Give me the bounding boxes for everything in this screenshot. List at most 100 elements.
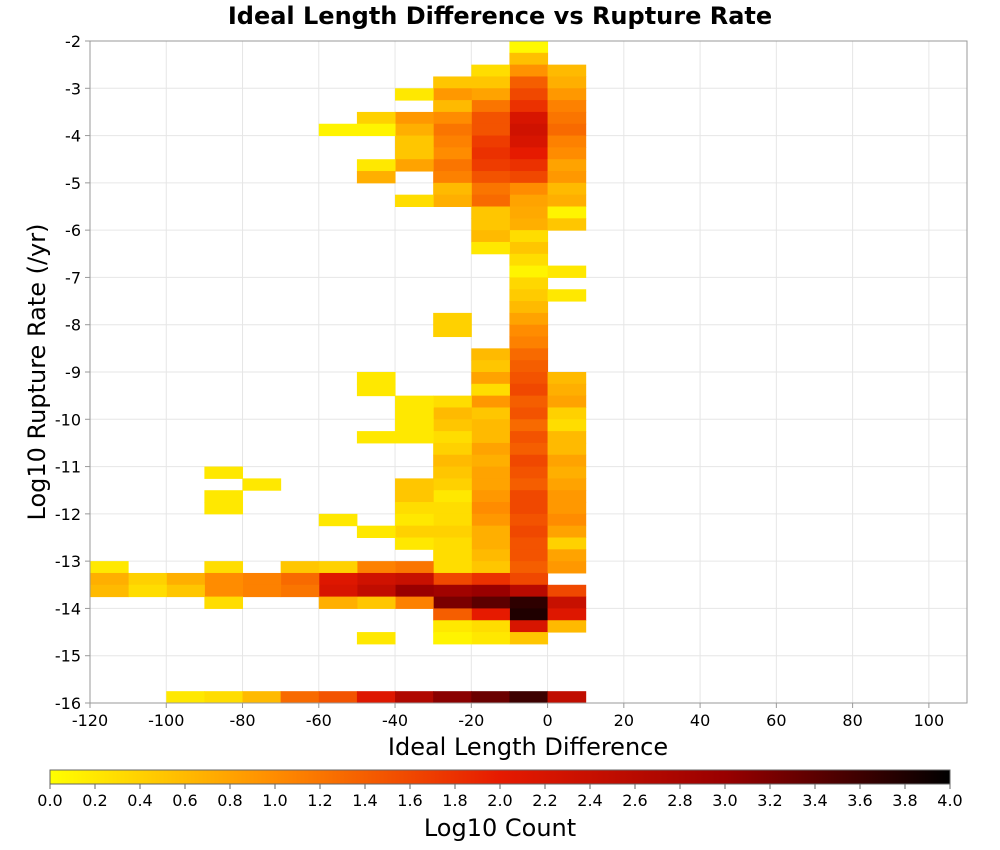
heatmap-cell [395, 691, 434, 704]
heatmap-cell [471, 419, 510, 432]
heatmap-cell [204, 691, 244, 704]
heatmap-cell [166, 691, 205, 704]
heatmap-cell [395, 584, 434, 598]
heatmap-cell [547, 135, 587, 148]
heatmap-cell [204, 490, 244, 503]
heatmap-cell [509, 466, 549, 479]
heatmap-cell [471, 241, 510, 255]
heatmap-cell [395, 147, 434, 160]
heatmap-cell [395, 561, 434, 574]
y-tick-label: -2 [65, 32, 81, 51]
heatmap-cell [433, 561, 472, 574]
heatmap-cell [471, 513, 510, 527]
heatmap-cell [547, 490, 587, 503]
heatmap-cell [204, 502, 244, 515]
heatmap-cell [204, 584, 244, 598]
heatmap-cell [509, 265, 549, 278]
heatmap-cell [509, 111, 549, 125]
heatmap-cell [547, 182, 587, 196]
heatmap-cell [509, 620, 549, 633]
heatmap-cell [395, 513, 434, 527]
heatmap-cell [509, 513, 549, 527]
heatmap-cell [471, 206, 510, 219]
x-tick-label: 60 [766, 711, 786, 730]
colorbar-tick-label: 4.0 [937, 791, 962, 810]
colorbar-tick-label: 0.0 [37, 791, 62, 810]
heatmap-cell [547, 478, 587, 491]
heatmap-cell [318, 691, 358, 704]
heatmap-cell [356, 372, 396, 385]
heatmap-cell [547, 194, 587, 207]
heatmap-cell [509, 76, 549, 89]
heatmap-cell [471, 360, 510, 373]
heatmap-cell [471, 348, 510, 361]
y-tick-label: -12 [55, 505, 81, 524]
heatmap-cell [356, 596, 396, 609]
heatmap-cell [433, 584, 472, 598]
heatmap-cell [509, 691, 549, 704]
heatmap-cell [433, 466, 472, 479]
colorbar-tick-label: 3.4 [802, 791, 827, 810]
heatmap-cell [471, 147, 510, 160]
heatmap-cell [395, 490, 434, 503]
chart-title: Ideal Length Difference vs Rupture Rate [228, 2, 772, 30]
colorbar-tick-label: 1.0 [262, 791, 287, 810]
heatmap-cell [433, 454, 472, 468]
heatmap-cell [280, 584, 320, 598]
heatmap-cell [471, 632, 510, 645]
heatmap-cell [509, 206, 549, 219]
x-axis-label: Ideal Length Difference [388, 733, 668, 761]
heatmap-cell [547, 584, 587, 598]
heatmap-cell [471, 76, 510, 89]
heatmap-cell [318, 561, 358, 574]
heatmap-cell [509, 407, 549, 420]
heatmap-cell [395, 525, 434, 538]
heatmap-cell [242, 584, 282, 598]
heatmap-cell [90, 584, 129, 598]
heatmap-cell [509, 64, 549, 77]
heatmap-cell [471, 383, 510, 397]
heatmap-cell [128, 572, 167, 586]
heatmap-cell [242, 478, 282, 491]
y-tick-label: -7 [65, 268, 81, 287]
heatmap-cell [433, 537, 472, 550]
heatmap-cell [509, 537, 549, 550]
heatmap-cell [471, 194, 510, 207]
heatmap-cell [471, 64, 510, 77]
heatmap-cell [509, 502, 549, 515]
heatmap-cell [318, 572, 358, 586]
x-tick-label: -80 [229, 711, 255, 730]
heatmap-cell [433, 691, 472, 704]
heatmap-cell [547, 502, 587, 515]
heatmap-cells [90, 41, 587, 704]
colorbar [49, 769, 951, 785]
heatmap-cell [318, 584, 358, 598]
heatmap-cell [471, 454, 510, 468]
heatmap-cell [547, 265, 587, 278]
heatmap-cell [547, 620, 587, 633]
heatmap-cell [471, 620, 510, 633]
colorbar-tick-label: 3.2 [757, 791, 782, 810]
heatmap-cell [318, 596, 358, 609]
heatmap-cell [471, 691, 510, 704]
heatmap-cell [166, 572, 205, 586]
heatmap-cell [509, 525, 549, 538]
heatmap-cell [509, 478, 549, 491]
heatmap-cell [509, 348, 549, 361]
heatmap-cell [395, 419, 434, 432]
colorbar-tick-label: 0.6 [172, 791, 197, 810]
heatmap-cell [433, 100, 472, 113]
heatmap-cell [356, 171, 396, 184]
heatmap-cell [547, 537, 587, 550]
colorbar-tick-label: 1.6 [397, 791, 422, 810]
heatmap-cell [547, 100, 587, 113]
heatmap-cell [433, 431, 472, 444]
heatmap-cell [433, 442, 472, 456]
heatmap-cell [509, 596, 549, 609]
heatmap-cell [471, 171, 510, 184]
heatmap-cell [433, 135, 472, 148]
y-tick-label: -15 [55, 647, 81, 666]
heatmap-cell [547, 407, 587, 420]
heatmap-cell [356, 691, 396, 704]
